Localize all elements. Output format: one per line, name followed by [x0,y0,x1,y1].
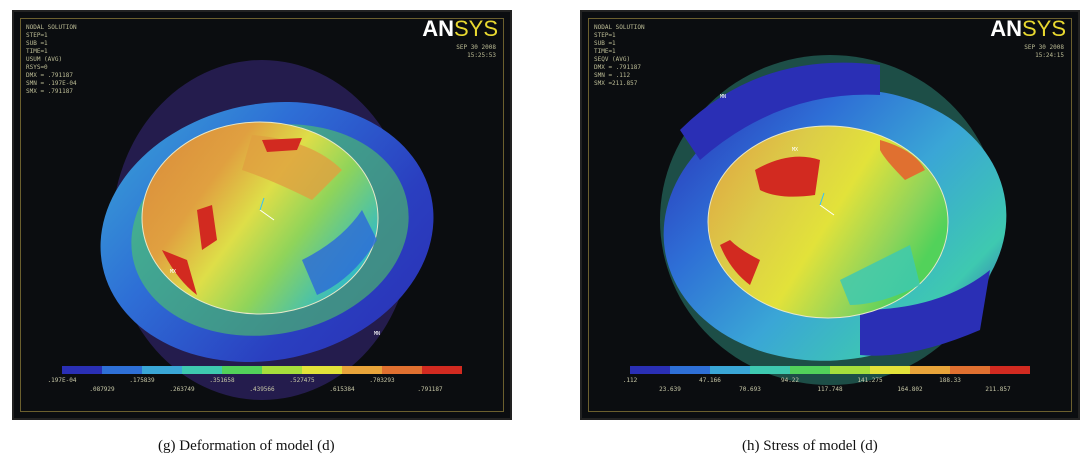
ansys-logo: ANSYS [990,16,1066,41]
legend-swatch [830,366,870,374]
legend-tick: 47.166 [699,377,721,384]
info-line: SMN = .197E-04 [26,80,77,87]
max-marker: MX [170,269,176,275]
info-line: STEP=1 [26,32,48,39]
info-line: SMN = .112 [594,72,631,79]
legend-swatch [342,366,382,374]
legend-swatch [142,366,182,374]
max-region [755,156,820,197]
legend-tick: 164.802 [897,386,923,393]
legend-tick: 70.693 [739,386,761,393]
legend-ticks-bottom: 23.639 70.693 117.748 164.802 211.857 [630,386,1030,394]
low-band [680,62,880,160]
max-region [162,250,197,295]
color-legend [62,366,462,374]
legend-tick: .263749 [169,386,195,393]
legend-tick: .197E-04 [47,377,77,384]
stress-plot-panel: NODAL SOLUTION STEP=1 SUB =1 TIME=1 SEQV… [580,10,1080,420]
legend-swatch [302,366,342,374]
legend-tick: 188.33 [939,377,961,384]
figure-caption-h: (h) Stress of model (d) [742,438,878,454]
figure-caption-g: (g) Deformation of model (d) [158,438,335,454]
legend-swatch [422,366,462,374]
ansys-logo: ANSYS [422,16,498,41]
time-text: 15:24:15 [1035,52,1064,59]
time-text: 15:25:53 [467,52,496,59]
date-text: SEP 30 2008 [456,44,496,51]
legend-tick: .175839 [129,377,155,384]
legend-ticks-top: .112 47.166 94.22 141.275 188.33 [623,377,1030,385]
high-region [880,140,925,180]
legend-tick: .527475 [289,377,315,384]
max-region [720,240,760,285]
solution-info: NODAL SOLUTION STEP=1 SUB =1 TIME=1 USUM… [26,24,77,96]
info-line: TIME=1 [26,48,48,55]
stress-contour-model: MN MX [660,55,1007,385]
info-line: SMX = .791187 [26,88,73,95]
legend-swatch [790,366,830,374]
legend-tick: 211.857 [985,386,1011,393]
info-line: SMX =211.857 [594,80,638,87]
info-line: DMX = .791187 [594,64,641,71]
info-line: STEP=1 [594,32,616,39]
max-region [262,138,302,152]
legend-swatch [62,366,102,374]
deformation-contour-model: MX MN [100,60,434,400]
legend-swatch [382,366,422,374]
plot-frame [20,18,504,412]
timestamp: SEP 30 2008 15:24:15 [1024,44,1064,60]
legend-tick: 94.22 [780,377,800,384]
legend-swatch [102,366,142,374]
color-legend [630,366,1030,374]
legend-tick: .112 [622,377,638,384]
solution-info: NODAL SOLUTION STEP=1 SUB =1 TIME=1 SEQV… [594,24,645,88]
legend-tick: .703293 [369,377,395,384]
low-region [302,210,377,295]
deformation-plot-panel: NODAL SOLUTION STEP=1 SUB =1 TIME=1 USUM… [12,10,512,420]
min-marker: MN [374,331,380,337]
info-line: SUB =1 [26,40,48,47]
legend-swatch [990,366,1030,374]
legend-swatch [630,366,670,374]
legend-tick: .791187 [417,386,443,393]
legend-swatch [182,366,222,374]
legend-ticks-bottom: .087929 .263749 .439566 .615384 .791187 [62,386,462,394]
low-band [860,270,990,356]
info-line: RSYS=0 [26,64,48,71]
legend-ticks-top: .197E-04 .175839 .351658 .527475 .703293 [48,377,462,385]
legend-swatch [910,366,950,374]
legend-tick: 117.748 [817,386,843,393]
date-text: SEP 30 2008 [1024,44,1064,51]
legend-tick: .351658 [209,377,235,384]
legend-swatch [262,366,302,374]
legend-tick: 141.275 [857,377,883,384]
info-line: NODAL SOLUTION [594,24,645,31]
min-marker: MN [720,94,726,100]
dome [707,125,949,319]
legend-swatch [222,366,262,374]
max-region [197,205,217,250]
legend-swatch [710,366,750,374]
info-line: SEQV (AVG) [594,56,631,63]
legend-swatch [750,366,790,374]
info-line: DMX = .791187 [26,72,73,79]
info-line: SUB =1 [594,40,616,47]
info-line: TIME=1 [594,48,616,55]
plot-frame [588,18,1072,412]
info-line: NODAL SOLUTION [26,24,77,31]
mid-region [840,245,920,305]
legend-swatch [950,366,990,374]
legend-tick: .087929 [89,386,115,393]
timestamp: SEP 30 2008 15:25:53 [456,44,496,60]
max-marker: MX [792,147,798,153]
triad-icon [819,192,835,216]
legend-swatch [870,366,910,374]
legend-tick: 23.639 [659,386,681,393]
legend-tick: .615384 [329,386,355,393]
legend-tick: .439566 [249,386,275,393]
triad-icon [259,197,275,221]
info-line: USUM (AVG) [26,56,63,63]
legend-swatch [670,366,710,374]
